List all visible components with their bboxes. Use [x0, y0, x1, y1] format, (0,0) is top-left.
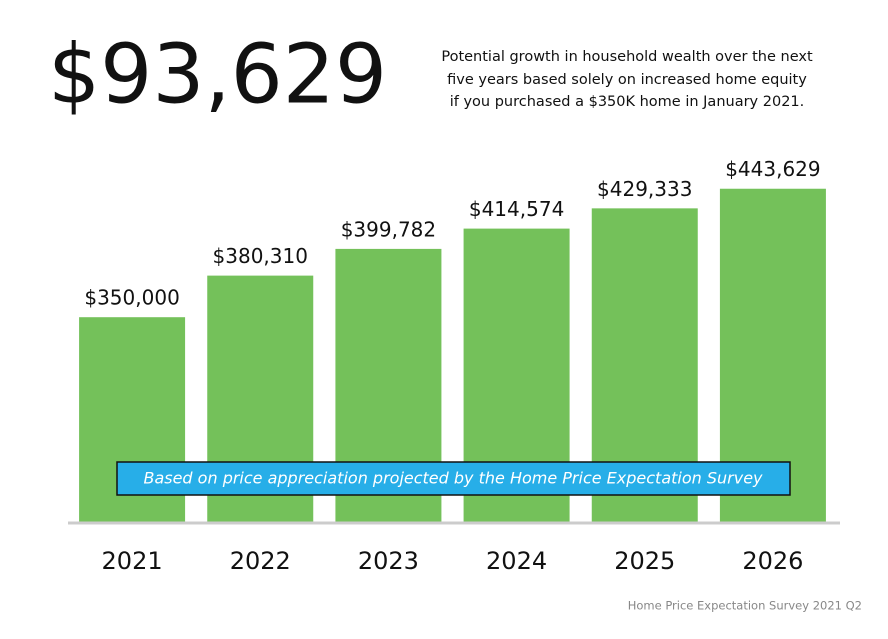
value-label: $350,000: [84, 286, 179, 310]
value-label: $443,629: [725, 157, 820, 181]
annotation-box: [116, 461, 791, 496]
value-label: $380,310: [213, 244, 308, 268]
x-tick-label: 2023: [358, 547, 419, 575]
source: Home Price Expectation Survey 2021 Q2: [628, 599, 862, 613]
x-tick-label: 2022: [230, 547, 291, 575]
annotation: Based on price appreciation projected by…: [143, 469, 763, 488]
subtitle: five years based solely on increased hom…: [447, 72, 807, 88]
x-tick-label: 2026: [742, 547, 803, 575]
headline: $93,629: [48, 27, 387, 122]
subtitle: if you purchased a $350K home in January…: [450, 94, 805, 110]
value-label: $414,574: [469, 197, 564, 221]
value-label: $429,333: [597, 177, 692, 201]
value-label: $399,782: [341, 217, 436, 241]
x-tick-label: 2025: [614, 547, 675, 575]
subtitle: Potential growth in household wealth ove…: [441, 49, 813, 65]
x-tick-label: 2024: [486, 547, 547, 575]
x-tick-label: 2021: [102, 547, 163, 575]
